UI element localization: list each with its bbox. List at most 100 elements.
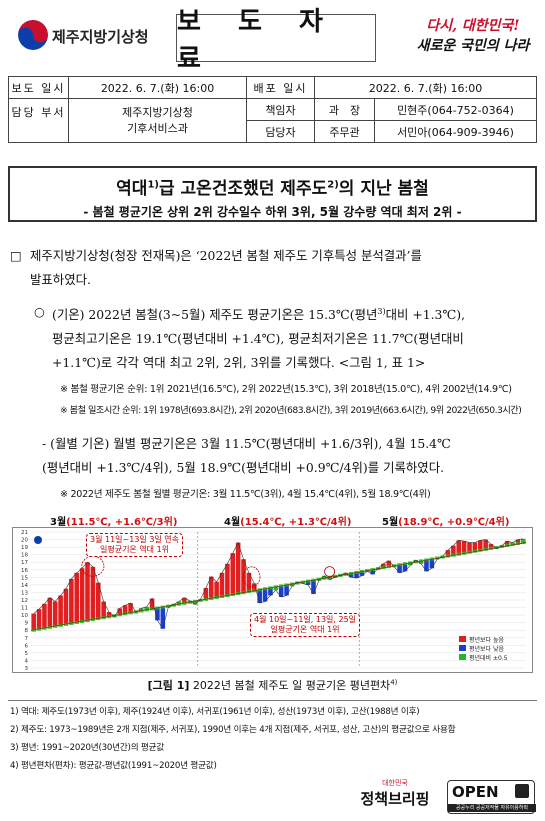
y-tick-label: 14 (21, 583, 28, 589)
y-tick-label: 9 (25, 621, 29, 627)
policy-logo-small: 대한민국 (382, 779, 408, 787)
record-circle (242, 566, 261, 588)
anomaly-bar (42, 603, 47, 629)
anomaly-bar (47, 597, 53, 628)
resp-title: 과 장 (314, 98, 375, 121)
normal-band (52, 624, 58, 628)
normal-band (515, 542, 521, 546)
y-tick-label: 18 (21, 553, 28, 559)
slogan-line1: 다시, 대한민국! (426, 18, 520, 34)
anomaly-bar (58, 595, 63, 626)
person-icon (515, 784, 529, 798)
anomaly-bar (90, 566, 96, 620)
anomaly-bar (402, 563, 408, 572)
policy-logo-big: 정책브리핑 (360, 790, 430, 808)
anomaly-bar (182, 597, 187, 604)
y-tick-label: 15 (21, 575, 28, 581)
normal-band (63, 622, 69, 626)
month-label-march: 3월(11.5℃, +1.6℃/3위) (50, 517, 178, 528)
record-circle (324, 566, 336, 577)
anomaly-bar (268, 587, 273, 596)
org-name: 제주지방기상청 (52, 28, 149, 46)
normal-band (499, 544, 505, 548)
anomaly-bar (128, 603, 133, 613)
legend-swatch (459, 654, 466, 660)
anomaly-bar (101, 601, 106, 618)
dist-date-label: 배포 일시 (246, 76, 315, 99)
anomaly-bar (348, 573, 354, 578)
y-tick-label: 13 (21, 590, 28, 596)
anomaly-bar (117, 608, 123, 615)
anomaly-bar (203, 587, 209, 600)
anomaly-bar (515, 539, 521, 544)
legend-swatch (459, 645, 466, 651)
y-tick-label: 20 (21, 538, 28, 544)
note-spring-temp-rank: ※ 봄철 평균기온 순위: 1위 2021년(16.5℃), 2위 2022년(… (60, 384, 512, 395)
anomaly-bar (359, 571, 365, 576)
resp-name: 민현주(064-752-0364) (374, 98, 537, 121)
callout-march: 3월 11일~13일 3일 연속 일평균기온 역대 1위 (86, 533, 184, 557)
kogl-open-logo: OPEN 공공누리 공공저작물 자유이용허락 (447, 780, 536, 814)
anomaly-bar (278, 585, 284, 597)
headline-box: 역대1)급 고온건조했던 제주도2)의 지난 봄철 - 봄철 평균기온 상위 2… (8, 166, 537, 222)
footnote-2: 2) 제주도: 1973~1989년은 2개 지점(제주, 서귀포), 1990… (10, 725, 456, 735)
anomaly-bar (235, 542, 241, 594)
anomaly-bar (106, 612, 112, 617)
anomaly-bar (483, 539, 488, 550)
headline: 역대1)급 고온건조했던 제주도2)의 지난 봄철 (116, 179, 429, 199)
slogan-line2: 새로운 국민의 나라 (416, 38, 530, 54)
paragraph-3: - (월별 기온) 월별 평균기온은 3월 11.5℃(평년대비 +1.6/3위… (42, 432, 540, 480)
anomaly-bar (451, 545, 456, 556)
legend-label: 평년대비 ±0.5 (469, 654, 508, 662)
footnote-divider (8, 700, 537, 701)
normal-band (58, 623, 63, 627)
anomaly-bar (305, 581, 311, 585)
resp-label: 책임자 (246, 98, 315, 121)
anomaly-bar (461, 541, 467, 554)
open-subtext: 공공누리 공공저작물 자유이용허락 (448, 804, 536, 812)
anomaly-bar (214, 581, 219, 598)
anomaly-bar (467, 542, 472, 553)
anomaly-bar (69, 578, 74, 624)
paragraph-2: (기온) 2022년 봄철(3~5월) 제주도 평균기온은 15.3℃(평년3)… (52, 300, 540, 375)
p1-line1: 제주지방기상청(청장 전재목)은 ‘2022년 봄철 제주도 기후특성 분석결과… (30, 248, 422, 263)
anomaly-bar (192, 601, 198, 605)
anomaly-bar (429, 558, 435, 569)
press-header: 제주지방기상청 보 도 자 료 다시, 대한민국! 새로운 국민의 나라 (8, 7, 537, 74)
y-tick-label: 11 (21, 606, 28, 612)
dept-value: 제주지방기상청 기후서비스과 (68, 98, 247, 143)
anomaly-bar (445, 550, 451, 557)
month-label-may: 5월(18.9℃, +0.9℃/4위) (382, 517, 510, 528)
dept-sub: 기후서비스과 (127, 121, 188, 135)
y-tick-label: 17 (21, 560, 28, 566)
anomaly-bar (74, 572, 80, 623)
dept-label: 담당 부서 (8, 98, 69, 143)
sub-headline: - 봄철 평균기온 상위 2위 강수일수 하위 3위, 5월 강수량 역대 최저… (83, 205, 462, 219)
anomaly-bar (397, 564, 402, 573)
figure-caption: [그림 1] 2022년 봄철 제주도 일 평균기온 평년편차4) (147, 678, 398, 692)
footnote-4: 4) 평년편차(편차): 평균값-평년값(1991~2020년 평균값) (10, 761, 217, 771)
anomaly-bar (85, 562, 90, 621)
anomaly-bar (31, 613, 36, 631)
p1-bullet: □ (10, 248, 22, 263)
daily-temp-anomaly-chart: 3월(11.5℃, +1.6℃/3위) 4월(15.4℃, +1.3℃/4위) … (12, 513, 533, 673)
footnote-3: 3) 평년: 1991~2020년(30년간)의 평균값 (10, 743, 165, 753)
anomaly-bar (36, 609, 42, 630)
anomaly-bar (472, 542, 478, 552)
month-label-april: 4월(15.4℃, +1.3℃/4위) (224, 517, 352, 528)
doc-type-title: 보 도 자 료 (176, 7, 376, 74)
anomaly-bar (230, 553, 236, 595)
taegeuk-logo-icon (18, 20, 48, 50)
anomaly-bar (246, 572, 252, 592)
dist-date-value: 2022. 6. 7.(화) 16:00 (314, 76, 537, 99)
p2-line3: +1.1℃)로 각각 역대 최고 2위, 2위, 3위를 기록했다. <그림 1… (52, 355, 426, 371)
y-tick-label: 12 (21, 598, 28, 604)
report-date-value: 2022. 6. 7.(화) 16:00 (68, 76, 247, 99)
legend-label: 평년보다 낮음 (469, 645, 505, 653)
staff-name: 서민아(064-909-3946) (374, 120, 537, 143)
anomaly-bar (95, 582, 101, 619)
anomaly-bar (52, 601, 58, 627)
anomaly-bar (122, 605, 128, 614)
y-tick-label: 7 (25, 636, 29, 642)
daily-mean-line (33, 538, 524, 630)
